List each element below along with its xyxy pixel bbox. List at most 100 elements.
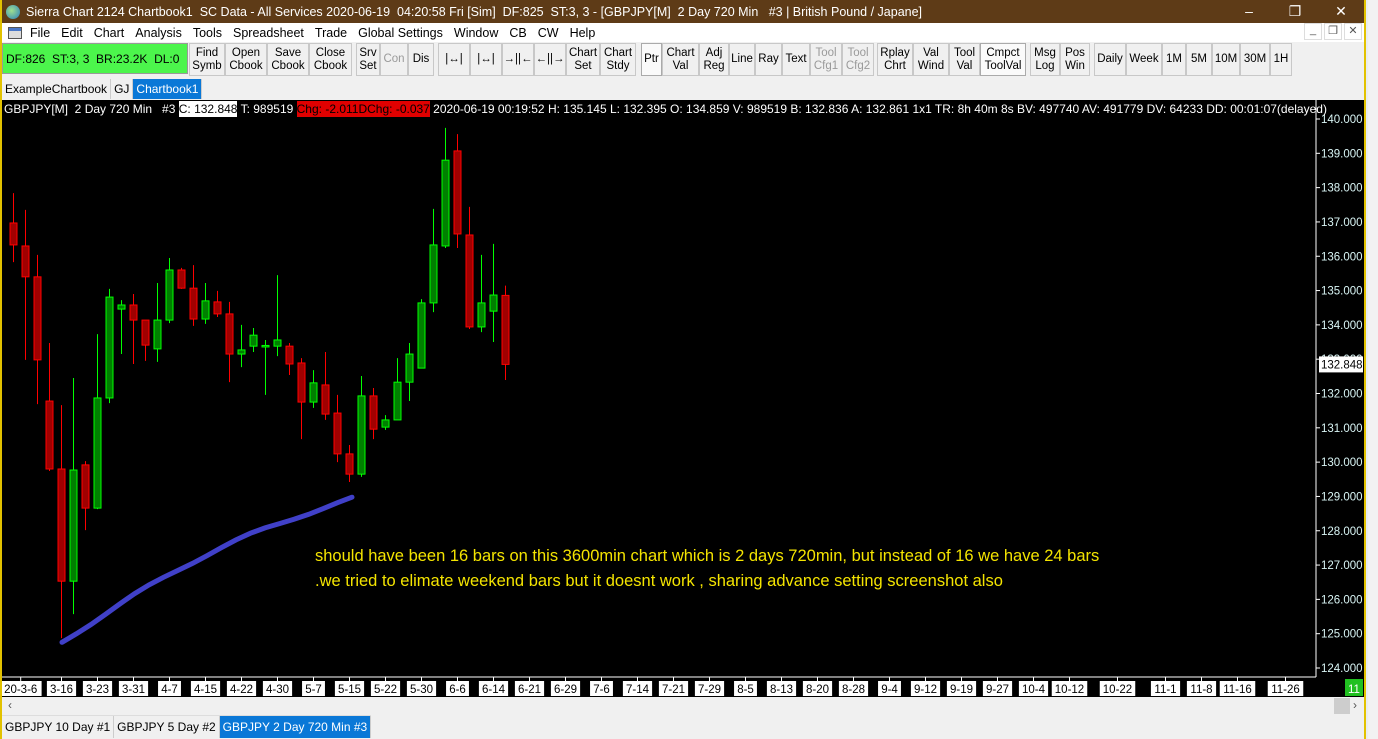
- button-label: 1M: [1166, 53, 1182, 65]
- x-tick-label-bg: [262, 681, 293, 696]
- x-tick-label: 11-1: [1154, 684, 1176, 696]
- candle-up: [309, 382, 318, 403]
- y-tick-label: 129.000: [1321, 491, 1363, 503]
- connection-status-box[interactable]: DF:826 ST:3, 3 BR:23.2K DL:0: [2, 43, 188, 74]
- chart-horizontal-scrollbar[interactable]: ‹ ›: [2, 697, 1364, 715]
- cmpct-toolval-button[interactable]: Cmpct ToolVal: [980, 43, 1026, 76]
- con-button[interactable]: Con: [380, 43, 408, 76]
- chart-set-button[interactable]: Chart Set: [566, 43, 600, 76]
- menu-global-settings[interactable]: Global Settings: [358, 25, 443, 40]
- line-button[interactable]: Line: [729, 43, 755, 76]
- last-price-label: 132.848: [1321, 359, 1363, 371]
- chart-region[interactable]: 140.000 139.000 138.000 137.000 136.000 135.0…: [2, 100, 1364, 697]
- menu-cw[interactable]: CW: [537, 25, 559, 40]
- chartbook-tabs-item[interactable]: GJ: [111, 79, 134, 99]
- candle-up: [357, 395, 366, 475]
- x-tick-label-bg: [1219, 681, 1256, 696]
- mdi-restore-button[interactable]: ❐: [1324, 23, 1342, 40]
- chartbook-tabs-item[interactable]: Chartbook1: [133, 79, 203, 99]
- menu-analysis[interactable]: Analysis: [135, 25, 182, 40]
- maximize-button[interactable]: ❐: [1288, 3, 1302, 19]
- menu-edit[interactable]: Edit: [61, 25, 83, 40]
- x-tick-label: 4-15: [194, 684, 217, 696]
- tool-val-button[interactable]: Tool Val: [949, 43, 980, 76]
- ptr-button[interactable]: Ptr: [641, 43, 662, 76]
- rplay-chrt-button[interactable]: Rplay Chrt: [877, 43, 913, 76]
- 30m-button[interactable]: 30M: [1240, 43, 1270, 76]
- chartbook-tabs-item[interactable]: ExampleChartbook: [2, 79, 112, 99]
- button-label: Cmpct ToolVal: [984, 46, 1022, 72]
- zoom-out-bars-button[interactable]: |↔|: [438, 43, 470, 76]
- ray-button[interactable]: Ray: [755, 43, 782, 76]
- tool-cfg2-button[interactable]: Tool Cfg2: [842, 43, 874, 76]
- hand-drawn-line[interactable]: [59, 494, 355, 645]
- candle-down: [225, 313, 234, 355]
- candle-up: [381, 419, 390, 428]
- text-button[interactable]: Text: [782, 43, 810, 76]
- bottom-tabs-item[interactable]: GBPJPY 10 Day #1: [2, 716, 115, 738]
- open-cbook-button[interactable]: Open Cbook: [225, 43, 267, 76]
- menu-tools[interactable]: Tools: [192, 25, 223, 40]
- button-label: Adj Reg: [703, 46, 725, 72]
- scroll-left-arrow-icon[interactable]: ‹: [8, 698, 12, 712]
- val-wind-button[interactable]: Val Wind: [913, 43, 949, 76]
- candle-down: [33, 276, 42, 361]
- info-close: C: 132.848: [178, 101, 238, 117]
- menu-file[interactable]: File: [30, 25, 51, 40]
- adj-reg-button[interactable]: Adj Reg: [699, 43, 729, 76]
- menu-window[interactable]: Window: [453, 25, 499, 40]
- button-label: Tool Cfg2: [845, 46, 871, 72]
- save-cbook-button[interactable]: Save Cbook: [267, 43, 309, 76]
- button-label: Con: [383, 53, 405, 65]
- srv-set-button[interactable]: Srv Set: [356, 43, 380, 76]
- candlestick-chart[interactable]: 140.000 139.000 138.000 137.000 136.000 135.0…: [2, 100, 1364, 697]
- mdi-close-button[interactable]: ✕: [1344, 23, 1362, 40]
- pos-win-button[interactable]: Pos Win: [1060, 43, 1090, 76]
- expand-bars-button[interactable]: ←||→: [534, 43, 566, 76]
- candle-down: [9, 222, 18, 246]
- daily-button[interactable]: Daily: [1094, 43, 1126, 76]
- 10m-button[interactable]: 10M: [1212, 43, 1240, 76]
- menu-cb[interactable]: CB: [509, 25, 527, 40]
- 5m-button[interactable]: 5M: [1186, 43, 1212, 76]
- close-cbook-button[interactable]: Close Cbook: [309, 43, 352, 76]
- menu-help[interactable]: Help: [569, 25, 596, 40]
- scroll-thumb[interactable]: [1334, 698, 1350, 714]
- x-tick-label: 10-12: [1055, 684, 1084, 696]
- button-label: Ray: [758, 53, 779, 65]
- week-button[interactable]: Week: [1126, 43, 1162, 76]
- button-label: Find Symb: [192, 46, 222, 72]
- dis-button[interactable]: Dis: [408, 43, 434, 76]
- chart-stdy-button[interactable]: Chart Stdy: [600, 43, 636, 76]
- 1m-button[interactable]: 1M: [1162, 43, 1186, 76]
- chart-annotation-text[interactable]: should have been 16 bars on this 3600min…: [315, 547, 1100, 590]
- candle-up: [489, 294, 498, 312]
- info-details: 2020-06-19 00:19:52 H: 135.145 L: 132.39…: [429, 102, 1327, 116]
- chart-window-icon[interactable]: [8, 26, 22, 39]
- menu-spreadsheet[interactable]: Spreadsheet: [233, 25, 304, 40]
- tool-cfg1-button[interactable]: Tool Cfg1: [810, 43, 842, 76]
- bottom-tabs-item[interactable]: GBPJPY 5 Day #2: [114, 716, 220, 738]
- menu-chart[interactable]: Chart: [93, 25, 125, 40]
- x-tick-label-bg: [766, 681, 797, 696]
- x-tick-label: 20-3-6: [4, 684, 37, 696]
- find-symb-button[interactable]: Find Symb: [189, 43, 225, 76]
- msg-log-button[interactable]: Msg Log: [1030, 43, 1060, 76]
- menu-trade[interactable]: Trade: [314, 25, 348, 40]
- close-button[interactable]: ✕: [1335, 3, 1347, 19]
- y-tick-label: 136.000: [1321, 251, 1363, 263]
- zoom-in-bars-button[interactable]: |↔|: [470, 43, 502, 76]
- candle-up: [69, 469, 78, 582]
- 1h-button[interactable]: 1H: [1270, 43, 1292, 76]
- x-tick-label-bg: [302, 681, 325, 696]
- x-tick-label: 4-30: [266, 684, 289, 696]
- mdi-minimize-button[interactable]: _: [1304, 23, 1322, 40]
- chart-val-button[interactable]: Chart Val: [662, 43, 699, 76]
- compress-bars-button[interactable]: →||←: [502, 43, 534, 76]
- minimize-button[interactable]: –: [1245, 3, 1253, 19]
- x-tick-label-bg: [1267, 681, 1304, 696]
- button-label: Dis: [412, 53, 430, 65]
- bottom-tabs-item[interactable]: GBPJPY 2 Day 720 Min #3: [219, 716, 372, 738]
- scroll-right-arrow-icon[interactable]: ›: [1353, 698, 1357, 712]
